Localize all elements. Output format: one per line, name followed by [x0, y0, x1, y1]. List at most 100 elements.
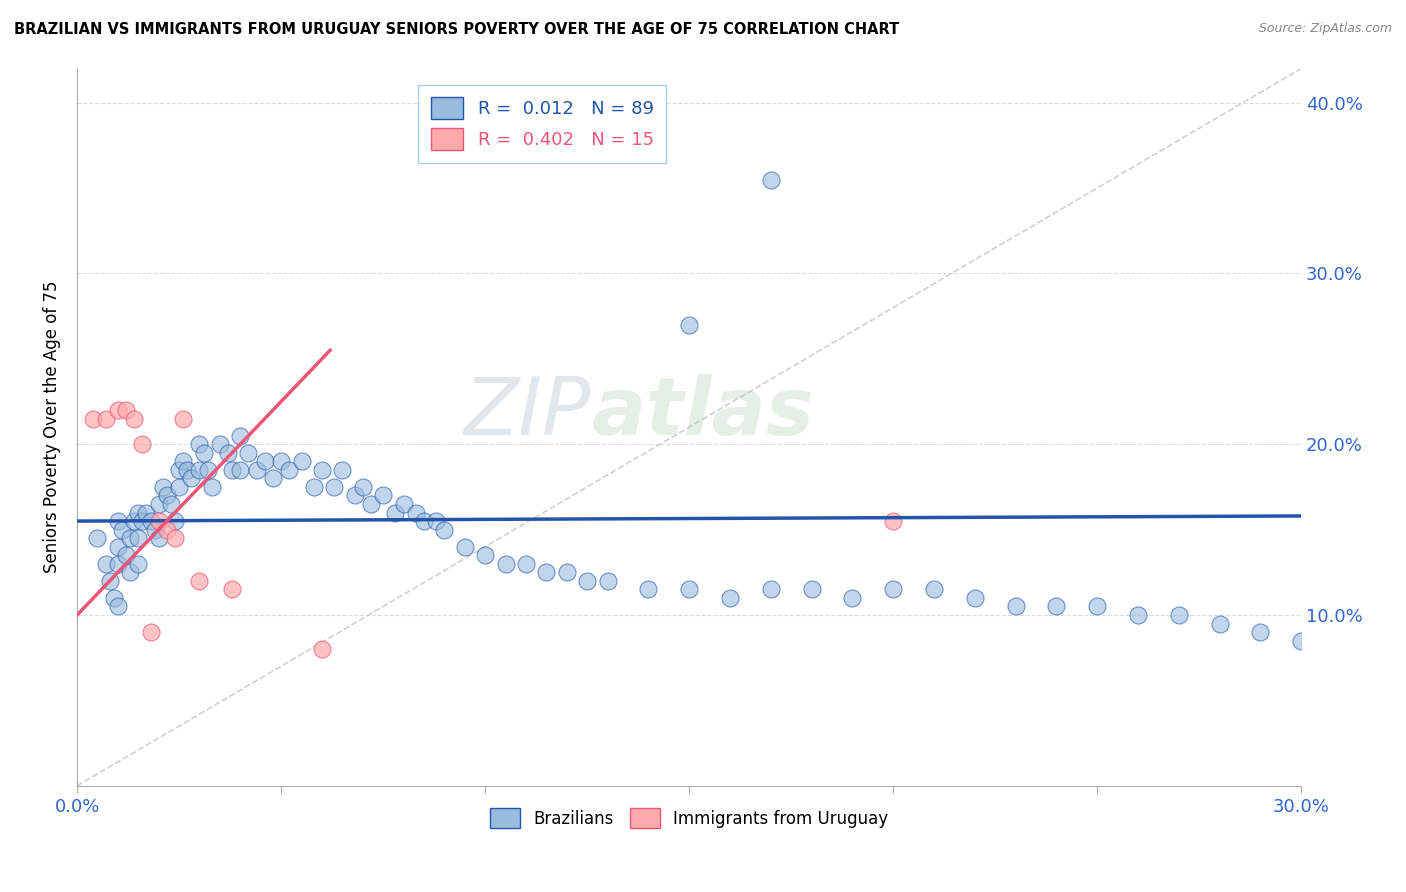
Point [86, 531, 108, 545]
Point [122, 514, 145, 528]
Point [311, 463, 333, 477]
Text: Source: ZipAtlas.com: Source: ZipAtlas.com [1258, 22, 1392, 36]
Point [127, 506, 149, 520]
Point [323, 480, 346, 494]
Point [425, 514, 447, 528]
Point [412, 514, 434, 528]
Point [188, 437, 211, 451]
Point [115, 548, 138, 562]
Point [576, 574, 599, 588]
Point [131, 514, 153, 528]
Point [290, 454, 312, 468]
Point [433, 523, 456, 537]
Point [197, 463, 219, 477]
Point [515, 557, 537, 571]
Point [208, 437, 231, 451]
Point [148, 514, 170, 528]
Point [103, 591, 125, 605]
Point [1004, 599, 1026, 614]
Point [637, 582, 659, 597]
Point [139, 625, 162, 640]
Point [253, 454, 276, 468]
Point [1085, 599, 1108, 614]
Point [596, 574, 619, 588]
Point [107, 557, 129, 571]
Point [160, 497, 183, 511]
Point [882, 514, 904, 528]
Point [963, 591, 986, 605]
Point [1208, 616, 1230, 631]
Point [800, 582, 823, 597]
Point [120, 531, 142, 545]
Y-axis label: Seniors Poverty Over the Age of 75: Seniors Poverty Over the Age of 75 [44, 281, 60, 574]
Point [221, 463, 243, 477]
Point [555, 566, 578, 580]
Point [678, 318, 700, 332]
Text: BRAZILIAN VS IMMIGRANTS FROM URUGUAY SENIORS POVERTY OVER THE AGE OF 75 CORRELAT: BRAZILIAN VS IMMIGRANTS FROM URUGUAY SEN… [14, 22, 900, 37]
Point [270, 454, 292, 468]
Point [495, 557, 517, 571]
Point [107, 403, 129, 417]
Point [111, 523, 134, 537]
Point [107, 599, 129, 614]
Point [120, 566, 142, 580]
Point [759, 582, 782, 597]
Point [352, 480, 374, 494]
Point [127, 531, 149, 545]
Point [246, 463, 269, 477]
Point [107, 540, 129, 554]
Point [135, 506, 157, 520]
Point [718, 591, 741, 605]
Point [1045, 599, 1067, 614]
Point [454, 540, 477, 554]
Point [180, 471, 202, 485]
Point [221, 582, 243, 597]
Point [311, 642, 333, 657]
Point [115, 403, 138, 417]
Point [536, 566, 558, 580]
Point [229, 463, 252, 477]
Point [302, 480, 325, 494]
Point [201, 480, 224, 494]
Point [127, 557, 149, 571]
Point [143, 523, 166, 537]
Point [278, 463, 301, 477]
Point [922, 582, 945, 597]
Point [148, 497, 170, 511]
Point [238, 446, 260, 460]
Point [1289, 633, 1312, 648]
Text: atlas: atlas [591, 374, 814, 452]
Point [122, 411, 145, 425]
Point [392, 497, 415, 511]
Point [188, 463, 211, 477]
Point [371, 488, 394, 502]
Point [1249, 625, 1271, 640]
Point [1126, 607, 1149, 622]
Point [156, 488, 179, 502]
Point [131, 437, 153, 451]
Point [759, 172, 782, 186]
Point [678, 582, 700, 597]
Point [262, 471, 284, 485]
Point [176, 463, 198, 477]
Point [152, 480, 174, 494]
Point [82, 411, 104, 425]
Point [148, 531, 170, 545]
Point [193, 446, 215, 460]
Point [188, 574, 211, 588]
Point [384, 506, 406, 520]
Point [841, 591, 863, 605]
Point [229, 428, 252, 442]
Point [474, 548, 496, 562]
Point [360, 497, 382, 511]
Point [98, 574, 121, 588]
Point [167, 480, 190, 494]
Point [343, 488, 366, 502]
Point [139, 514, 162, 528]
Point [107, 514, 129, 528]
Point [156, 523, 179, 537]
Point [217, 446, 239, 460]
Point [163, 514, 186, 528]
Point [167, 463, 190, 477]
Point [882, 582, 904, 597]
